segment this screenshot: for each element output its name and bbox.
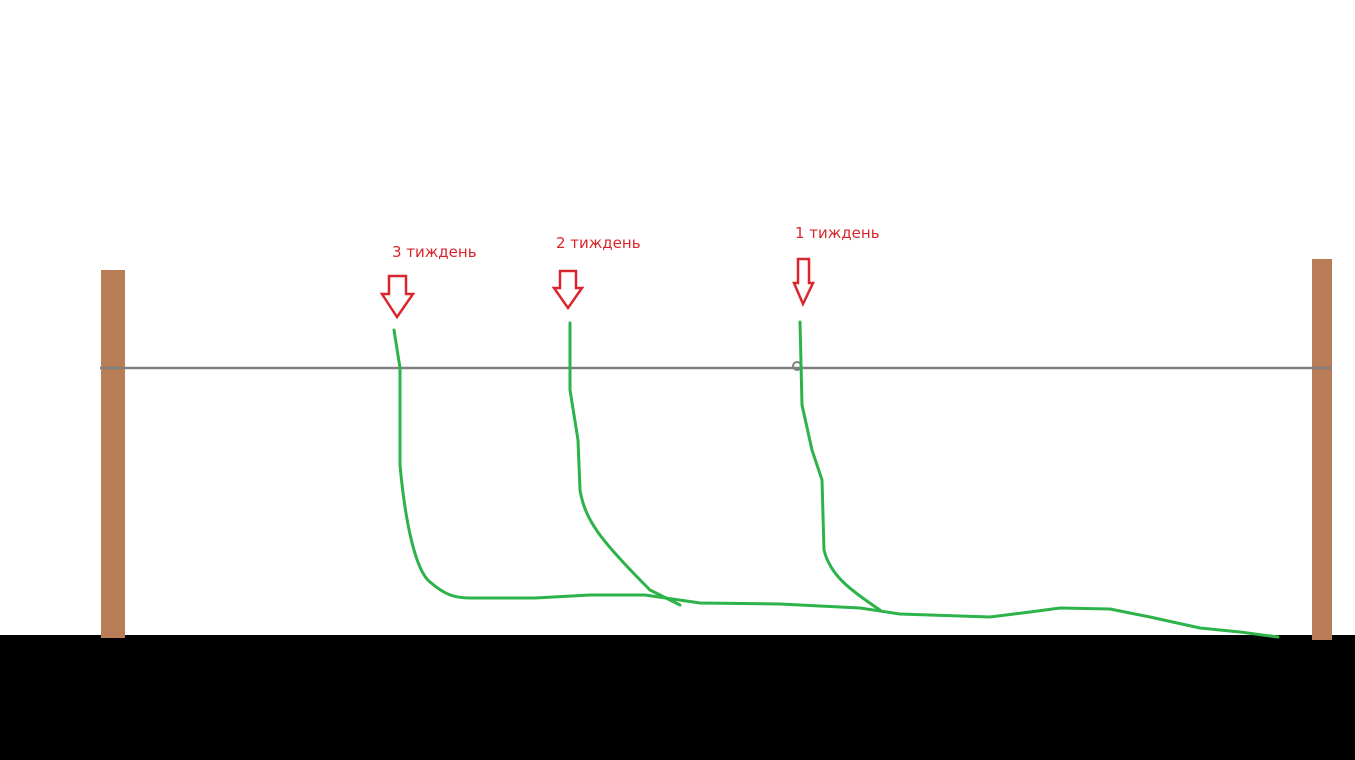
left-post <box>101 270 125 638</box>
arrow-week-1 <box>792 257 815 308</box>
arrow-week-2 <box>551 269 585 311</box>
ground <box>0 635 1355 760</box>
vine-week-2 <box>568 321 682 607</box>
vine-week-3 <box>392 328 1280 639</box>
label-week-3: 3 тиждень <box>392 243 477 261</box>
arrow-week-3 <box>379 274 416 320</box>
vine-week-1 <box>798 320 882 612</box>
right-post <box>1312 259 1332 640</box>
label-week-1: 1 тиждень <box>795 224 880 242</box>
label-week-2: 2 тиждень <box>556 234 641 252</box>
